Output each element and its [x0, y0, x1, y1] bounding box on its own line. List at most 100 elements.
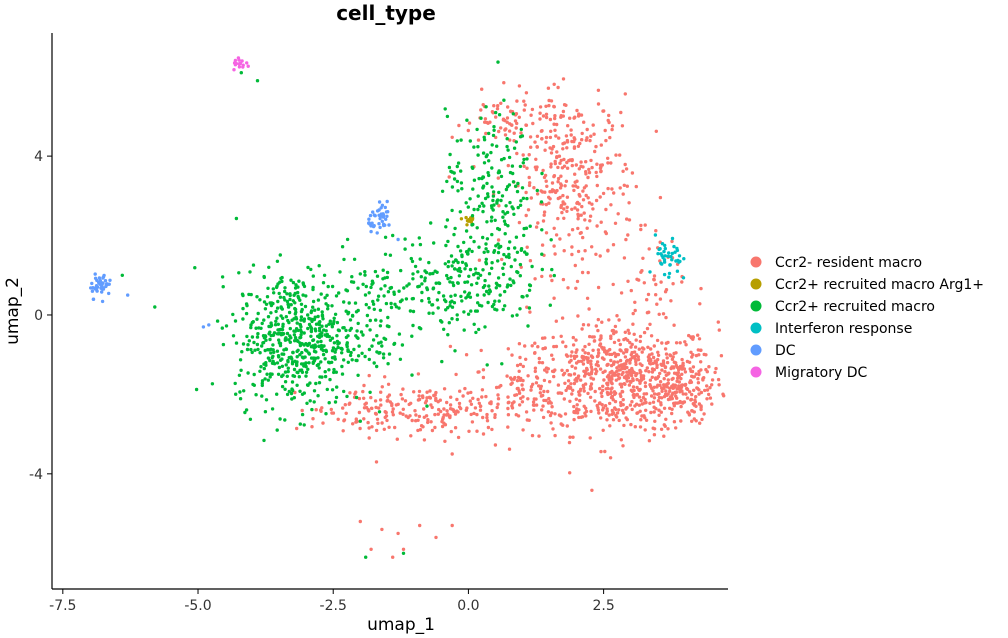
data-point — [541, 219, 546, 223]
data-point — [90, 289, 95, 293]
data-point — [571, 388, 575, 392]
data-point — [377, 410, 382, 414]
data-point — [451, 260, 456, 264]
data-point — [472, 322, 476, 326]
data-point — [344, 411, 348, 415]
data-point — [302, 317, 307, 321]
data-point — [518, 262, 523, 267]
data-point — [493, 218, 497, 222]
data-point — [401, 547, 406, 551]
data-point — [605, 390, 610, 395]
data-point — [505, 116, 510, 120]
data-point — [274, 309, 278, 314]
data-point — [417, 394, 421, 398]
data-point — [287, 389, 291, 394]
data-point — [279, 314, 283, 318]
data-point — [675, 387, 679, 391]
data-point — [107, 291, 111, 296]
data-point — [448, 300, 453, 304]
data-point — [486, 171, 490, 175]
data-point — [432, 241, 436, 245]
data-point — [561, 200, 565, 204]
data-point — [524, 123, 528, 127]
data-point — [654, 293, 658, 297]
data-point — [326, 304, 330, 308]
data-point — [325, 334, 329, 338]
data-point — [656, 353, 661, 357]
data-point — [423, 401, 428, 405]
data-point — [529, 385, 534, 389]
data-point — [548, 380, 552, 384]
data-point — [373, 411, 378, 416]
data-point — [550, 278, 554, 283]
data-point — [326, 360, 331, 364]
data-point — [588, 387, 593, 391]
data-point — [548, 274, 553, 278]
data-point — [367, 217, 371, 221]
data-point — [492, 250, 496, 254]
data-point — [492, 128, 496, 132]
data-point — [238, 397, 243, 401]
data-point — [153, 305, 157, 309]
data-point — [534, 397, 538, 401]
data-point — [324, 329, 328, 333]
data-point — [510, 401, 515, 405]
data-point — [264, 338, 268, 342]
data-point — [507, 252, 511, 257]
data-point — [306, 383, 310, 387]
data-point — [497, 299, 501, 303]
data-point — [356, 286, 360, 290]
data-point — [639, 418, 643, 422]
data-point — [574, 350, 578, 354]
data-point — [411, 272, 415, 276]
data-point — [503, 133, 508, 137]
data-point — [689, 350, 693, 354]
data-point — [697, 369, 701, 374]
data-point — [601, 428, 605, 432]
data-point — [506, 148, 510, 152]
data-point — [434, 281, 438, 285]
data-point — [255, 317, 259, 321]
data-point — [370, 344, 374, 348]
data-point — [517, 115, 521, 120]
data-point — [445, 273, 449, 278]
data-point — [484, 154, 488, 159]
data-point — [491, 208, 495, 212]
data-point — [557, 413, 562, 417]
data-point — [449, 429, 453, 434]
data-point — [455, 139, 459, 143]
data-point — [392, 341, 397, 346]
data-point — [194, 387, 199, 392]
data-point — [478, 408, 483, 412]
data-point — [244, 302, 249, 306]
data-point — [635, 372, 639, 376]
data-point — [417, 389, 422, 394]
data-point — [606, 386, 610, 391]
data-point — [552, 244, 556, 248]
data-point — [589, 382, 594, 386]
data-point — [619, 438, 623, 442]
data-point — [694, 372, 698, 376]
data-point — [440, 359, 444, 364]
data-point — [656, 252, 660, 256]
data-point — [384, 301, 389, 306]
data-point — [256, 311, 260, 316]
data-point — [539, 384, 543, 388]
data-point — [299, 318, 303, 322]
data-point — [267, 348, 271, 352]
data-point — [659, 280, 663, 284]
data-point — [596, 88, 601, 93]
data-point — [587, 342, 591, 346]
data-point — [640, 350, 644, 354]
data-point — [581, 165, 585, 169]
data-point — [717, 328, 721, 332]
data-point — [654, 360, 658, 364]
data-point — [560, 368, 564, 372]
data-point — [470, 223, 474, 227]
data-point — [411, 309, 416, 314]
legend-label: Migratory DC — [775, 365, 868, 381]
data-point — [542, 213, 546, 217]
data-point — [526, 208, 531, 212]
data-point — [569, 133, 573, 137]
